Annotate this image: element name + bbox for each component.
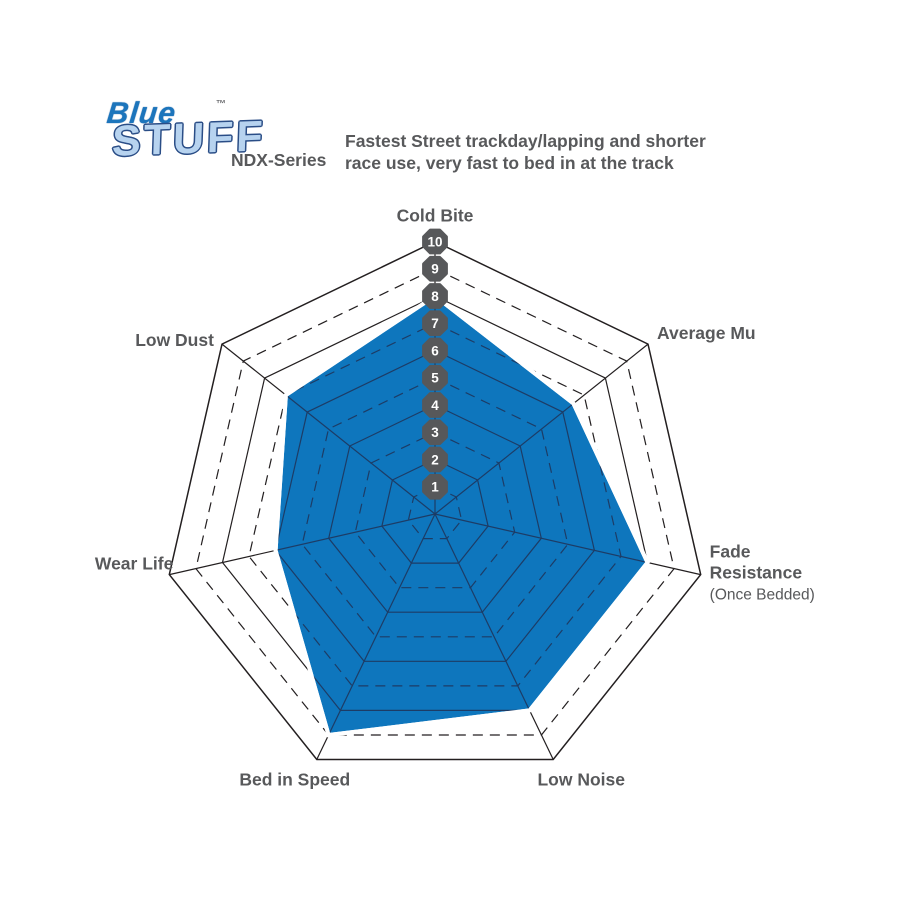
scale-badge-shape bbox=[422, 337, 448, 364]
grid-ring-2 bbox=[381, 458, 489, 564]
scale-badge-5: 5 bbox=[422, 364, 448, 391]
scale-badge-shape bbox=[422, 228, 448, 255]
scale-badge-9: 9 bbox=[422, 255, 448, 282]
axis-sublabel: (Once Bedded) bbox=[710, 587, 815, 604]
grid-ring-3 bbox=[354, 431, 516, 589]
scale-badge-value: 6 bbox=[431, 343, 439, 358]
scale-badge-shape bbox=[422, 473, 448, 500]
scale-badge-shape bbox=[422, 419, 448, 446]
axis-label-line: Bed in Speed bbox=[239, 770, 350, 790]
grid-ring-9 bbox=[195, 268, 675, 736]
scale-badge-value: 4 bbox=[431, 398, 439, 413]
grid-spoke-wear-life bbox=[275, 513, 436, 576]
grid-ring-5 bbox=[301, 377, 569, 638]
axis-label-line: Average Mu bbox=[657, 323, 756, 343]
scale-badge-3: 3 bbox=[422, 419, 448, 446]
scale-badge-value: 9 bbox=[431, 262, 439, 277]
description-line-1: Fastest Street trackday/lapping and shor… bbox=[345, 131, 706, 151]
scale-badge-8: 8 bbox=[422, 283, 448, 309]
axis-label-bed-in-speed: Bed in Speed bbox=[239, 770, 350, 790]
scale-badge-10: 10 bbox=[422, 228, 448, 255]
trademark-symbol: ™ bbox=[216, 99, 226, 110]
scale-badge-shape bbox=[422, 392, 448, 418]
grid-spoke-fade-resistance bbox=[434, 513, 648, 576]
axis-label-fade-resistance: Fade Resistance (Once Bedded) bbox=[710, 542, 815, 604]
axis-label-line: Wear Life bbox=[95, 554, 174, 574]
product-description: Fastest Street trackday/lapping and shor… bbox=[345, 130, 765, 174]
scale-badge-shape bbox=[422, 446, 448, 473]
grid-ring-10 bbox=[168, 240, 702, 761]
axis-label-cold-bite: Cold Bite bbox=[397, 206, 474, 226]
axis-label-line: Resistance bbox=[710, 563, 803, 583]
axis-label-line: Low Dust bbox=[135, 330, 214, 350]
grid-ring-6 bbox=[275, 349, 596, 662]
grid-spoke-low-dust bbox=[275, 343, 436, 515]
axis-label-average-mu: Average Mu bbox=[657, 323, 756, 343]
scale-badge-shape bbox=[422, 283, 448, 309]
scale-badge-2: 2 bbox=[422, 446, 448, 473]
scale-badge-shape bbox=[422, 310, 448, 337]
axis-label-low-noise: Low Noise bbox=[537, 770, 625, 790]
scale-badge-value: 5 bbox=[431, 371, 439, 386]
scale-badge-value: 10 bbox=[427, 234, 442, 249]
scale-badge-value: 2 bbox=[431, 452, 439, 467]
axis-label-line: Cold Bite bbox=[397, 206, 474, 226]
scale-badge-value: 1 bbox=[431, 480, 439, 495]
axis-label-low-dust: Low Dust bbox=[135, 330, 214, 350]
scale-badge-shape bbox=[422, 255, 448, 282]
bluestuff-logo: Blue ™ STUFF NDX-Series bbox=[100, 92, 340, 182]
scale-badge-7: 7 bbox=[422, 310, 448, 337]
scale-badge-shape bbox=[422, 364, 448, 391]
axis-label-line: Low Noise bbox=[537, 770, 625, 790]
grid-spoke-bed-in-speed bbox=[316, 513, 436, 735]
grid-ring-1 bbox=[407, 486, 463, 540]
scale-badge-value: 7 bbox=[431, 316, 439, 331]
description-line-2: race use, very fast to bed in at the tra… bbox=[345, 153, 674, 173]
axis-label-wear-life: Wear Life bbox=[95, 554, 174, 574]
data-polygon-outline bbox=[273, 293, 650, 738]
scale-badge-6: 6 bbox=[422, 337, 448, 364]
grid-ring-4 bbox=[328, 404, 542, 613]
scale-badge-1: 1 bbox=[422, 473, 448, 500]
scale-badge-value: 8 bbox=[431, 289, 439, 304]
series-name: NDX-Series bbox=[231, 150, 327, 170]
axis-label-line: Fade bbox=[710, 542, 751, 562]
scale-badge-value: 3 bbox=[431, 425, 439, 440]
scale-badge-4: 4 bbox=[422, 392, 448, 418]
data-polygon bbox=[273, 293, 650, 738]
